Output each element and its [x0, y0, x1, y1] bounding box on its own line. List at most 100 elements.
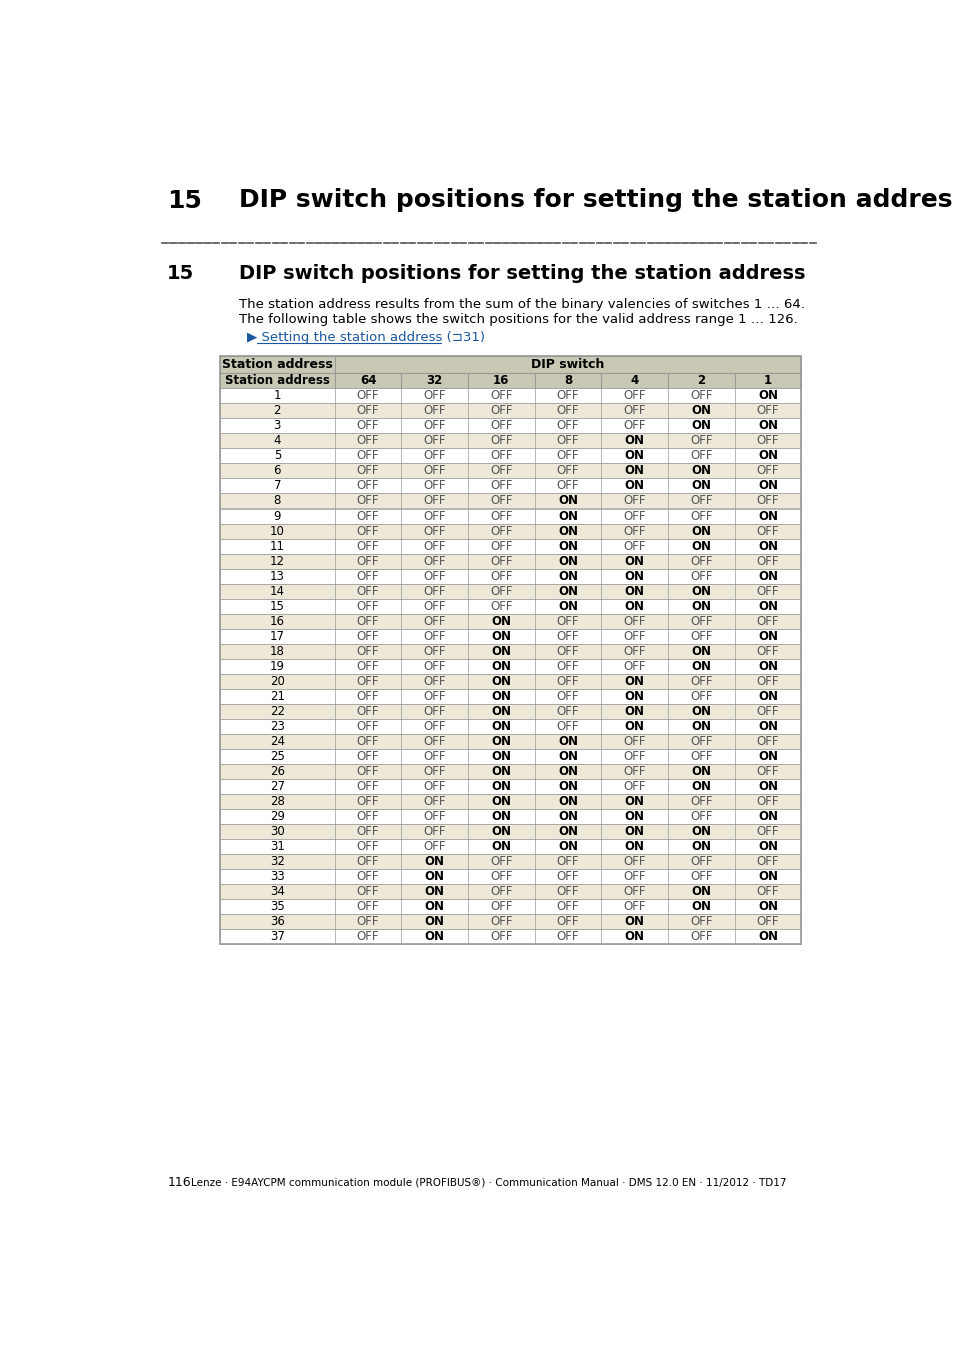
- Text: OFF: OFF: [557, 690, 578, 703]
- Text: 27: 27: [270, 780, 285, 792]
- Text: OFF: OFF: [356, 869, 379, 883]
- Text: OFF: OFF: [356, 405, 379, 417]
- Text: OFF: OFF: [689, 734, 712, 748]
- Text: ON: ON: [558, 825, 578, 838]
- Text: ON: ON: [424, 900, 444, 913]
- Text: OFF: OFF: [622, 660, 645, 672]
- Text: ON: ON: [757, 389, 777, 402]
- Text: OFF: OFF: [356, 930, 379, 942]
- Text: ON: ON: [691, 825, 711, 838]
- Text: OFF: OFF: [689, 869, 712, 883]
- Text: OFF: OFF: [490, 509, 512, 522]
- Text: The following table shows the switch positions for the valid address range 1 … 1: The following table shows the switch pos…: [239, 313, 798, 327]
- Text: ON: ON: [558, 540, 578, 552]
- Text: OFF: OFF: [689, 930, 712, 942]
- Text: OFF: OFF: [356, 570, 379, 583]
- Text: OFF: OFF: [356, 915, 379, 927]
- Text: 16: 16: [493, 374, 509, 387]
- Text: 15: 15: [167, 265, 194, 284]
- Text: 18: 18: [270, 645, 285, 657]
- Text: ON: ON: [691, 900, 711, 913]
- Text: OFF: OFF: [689, 855, 712, 868]
- Text: ON: ON: [491, 614, 511, 628]
- Text: OFF: OFF: [356, 705, 379, 718]
- Bar: [220, 899, 801, 914]
- Bar: [220, 539, 801, 553]
- Text: OFF: OFF: [423, 405, 445, 417]
- Text: ON: ON: [558, 795, 578, 807]
- Text: ON: ON: [757, 869, 777, 883]
- Text: OFF: OFF: [356, 629, 379, 643]
- Text: OFF: OFF: [356, 855, 379, 868]
- Text: OFF: OFF: [756, 494, 779, 508]
- Text: ON: ON: [491, 720, 511, 733]
- Bar: [220, 824, 801, 838]
- Text: ON: ON: [691, 540, 711, 552]
- Text: OFF: OFF: [490, 494, 512, 508]
- Text: 25: 25: [270, 749, 285, 763]
- Bar: [220, 929, 801, 944]
- Text: OFF: OFF: [622, 764, 645, 778]
- Text: ON: ON: [691, 884, 711, 898]
- Text: OFF: OFF: [356, 675, 379, 687]
- Text: 28: 28: [270, 795, 285, 807]
- Text: 32: 32: [426, 374, 442, 387]
- Text: OFF: OFF: [356, 900, 379, 913]
- Text: ON: ON: [624, 570, 644, 583]
- Text: OFF: OFF: [423, 479, 445, 493]
- Text: ON: ON: [558, 764, 578, 778]
- Text: OFF: OFF: [490, 405, 512, 417]
- Text: ON: ON: [691, 705, 711, 718]
- Text: OFF: OFF: [490, 585, 512, 598]
- Text: OFF: OFF: [689, 509, 712, 522]
- Bar: [220, 524, 801, 539]
- Bar: [220, 853, 801, 869]
- Text: ON: ON: [691, 405, 711, 417]
- Text: OFF: OFF: [423, 464, 445, 478]
- Text: OFF: OFF: [557, 705, 578, 718]
- Text: OFF: OFF: [689, 494, 712, 508]
- Text: OFF: OFF: [689, 555, 712, 567]
- Text: OFF: OFF: [356, 389, 379, 402]
- Text: ON: ON: [757, 660, 777, 672]
- Text: OFF: OFF: [423, 555, 445, 567]
- Text: OFF: OFF: [423, 494, 445, 508]
- Text: 2: 2: [697, 374, 704, 387]
- Text: OFF: OFF: [423, 435, 445, 447]
- Text: OFF: OFF: [756, 585, 779, 598]
- Text: ON: ON: [624, 810, 644, 822]
- Text: OFF: OFF: [689, 629, 712, 643]
- Text: OFF: OFF: [356, 450, 379, 463]
- Text: 15: 15: [270, 599, 285, 613]
- Text: OFF: OFF: [689, 749, 712, 763]
- Text: ON: ON: [491, 645, 511, 657]
- Text: ON: ON: [757, 810, 777, 822]
- Text: OFF: OFF: [423, 525, 445, 537]
- Text: OFF: OFF: [490, 555, 512, 567]
- Text: ON: ON: [624, 479, 644, 493]
- Text: 24: 24: [270, 734, 285, 748]
- Text: ON: ON: [757, 540, 777, 552]
- Text: OFF: OFF: [557, 930, 578, 942]
- Text: OFF: OFF: [557, 614, 578, 628]
- Text: OFF: OFF: [557, 720, 578, 733]
- Bar: [220, 448, 801, 463]
- Text: OFF: OFF: [423, 675, 445, 687]
- Text: ON: ON: [757, 900, 777, 913]
- Text: ON: ON: [558, 599, 578, 613]
- Text: OFF: OFF: [490, 570, 512, 583]
- Text: OFF: OFF: [356, 540, 379, 552]
- Text: ON: ON: [624, 720, 644, 733]
- Text: OFF: OFF: [756, 734, 779, 748]
- Text: OFF: OFF: [490, 855, 512, 868]
- Text: OFF: OFF: [756, 705, 779, 718]
- Text: OFF: OFF: [689, 690, 712, 703]
- Bar: [220, 884, 801, 899]
- Text: ON: ON: [624, 930, 644, 942]
- Text: ON: ON: [757, 840, 777, 853]
- Text: 10: 10: [270, 525, 285, 537]
- Text: ON: ON: [757, 420, 777, 432]
- Text: OFF: OFF: [423, 780, 445, 792]
- Text: 11: 11: [270, 540, 285, 552]
- Text: OFF: OFF: [490, 930, 512, 942]
